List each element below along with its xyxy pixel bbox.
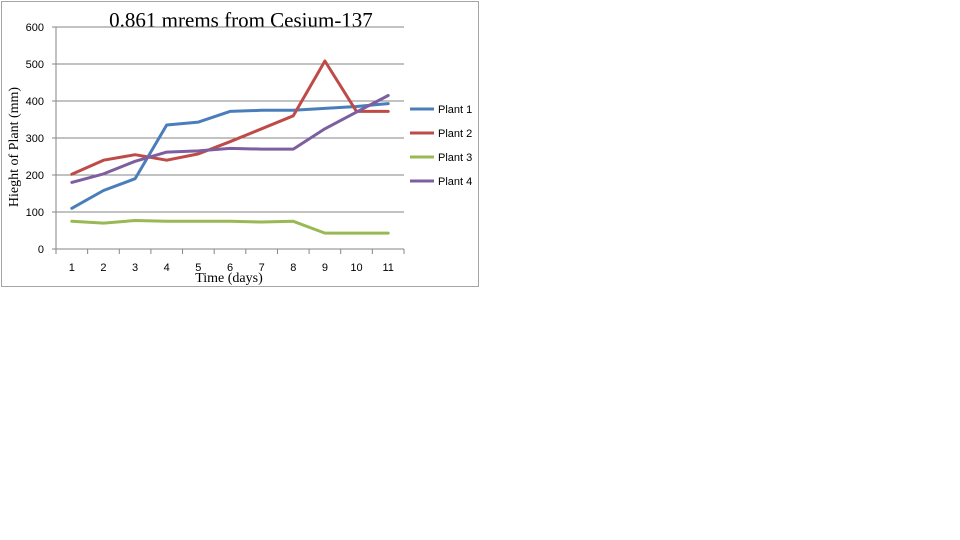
x-tick-label: 3 xyxy=(132,262,138,274)
chart-frame: 0.861 mrems from Cesium-137 0 100 200 300 40… xyxy=(1,1,479,287)
x-tick-label: 6 xyxy=(227,262,233,274)
y-tick-label: 400 xyxy=(26,96,44,108)
legend-label: Plant 3 xyxy=(438,152,472,164)
series-line-plant-4 xyxy=(70,94,390,184)
y-tick-labels: 0 100 200 300 400 500 600 xyxy=(26,22,44,256)
x-tick-label: 10 xyxy=(350,262,362,274)
legend-label: Plant 1 xyxy=(438,104,472,116)
y-tick-label: 600 xyxy=(26,22,44,34)
y-axis-title: Hieght of Plant (mm) xyxy=(7,87,22,207)
legend: Plant 1 Plant 2 Plant 3 Plant 4 xyxy=(410,104,472,188)
legend-label: Plant 4 xyxy=(438,176,472,188)
x-tick-label: 1 xyxy=(69,262,75,274)
x-tick-labels: 1 2 3 4 5 6 7 8 9 10 11 xyxy=(69,262,394,274)
series-line-plant-3 xyxy=(70,219,390,235)
x-tick-label: 8 xyxy=(290,262,296,274)
y-tick-label: 500 xyxy=(26,59,44,71)
chart-title: 0.861 mrems from Cesium-137 xyxy=(109,8,373,32)
x-tick-label: 9 xyxy=(322,262,328,274)
gridlines xyxy=(56,26,404,213)
axes xyxy=(52,26,405,254)
series-line-plant-1 xyxy=(70,102,390,210)
series-line-plant-2 xyxy=(70,59,390,176)
x-tick-label: 2 xyxy=(100,262,106,274)
x-axis-title: Time (days) xyxy=(195,271,263,286)
y-tick-label: 0 xyxy=(38,244,44,256)
x-tick-label: 4 xyxy=(164,262,170,274)
y-tick-label: 300 xyxy=(26,133,44,145)
series-lines xyxy=(70,59,390,235)
x-tick-label: 5 xyxy=(195,262,201,274)
x-tick-label: 11 xyxy=(382,262,393,274)
y-tick-label: 200 xyxy=(26,170,44,182)
x-tick-label: 7 xyxy=(259,262,265,274)
line-chart: 0.861 mrems from Cesium-137 010020030040… xyxy=(7,8,472,286)
y-tick-label: 100 xyxy=(26,207,44,219)
legend-label: Plant 2 xyxy=(438,128,472,140)
